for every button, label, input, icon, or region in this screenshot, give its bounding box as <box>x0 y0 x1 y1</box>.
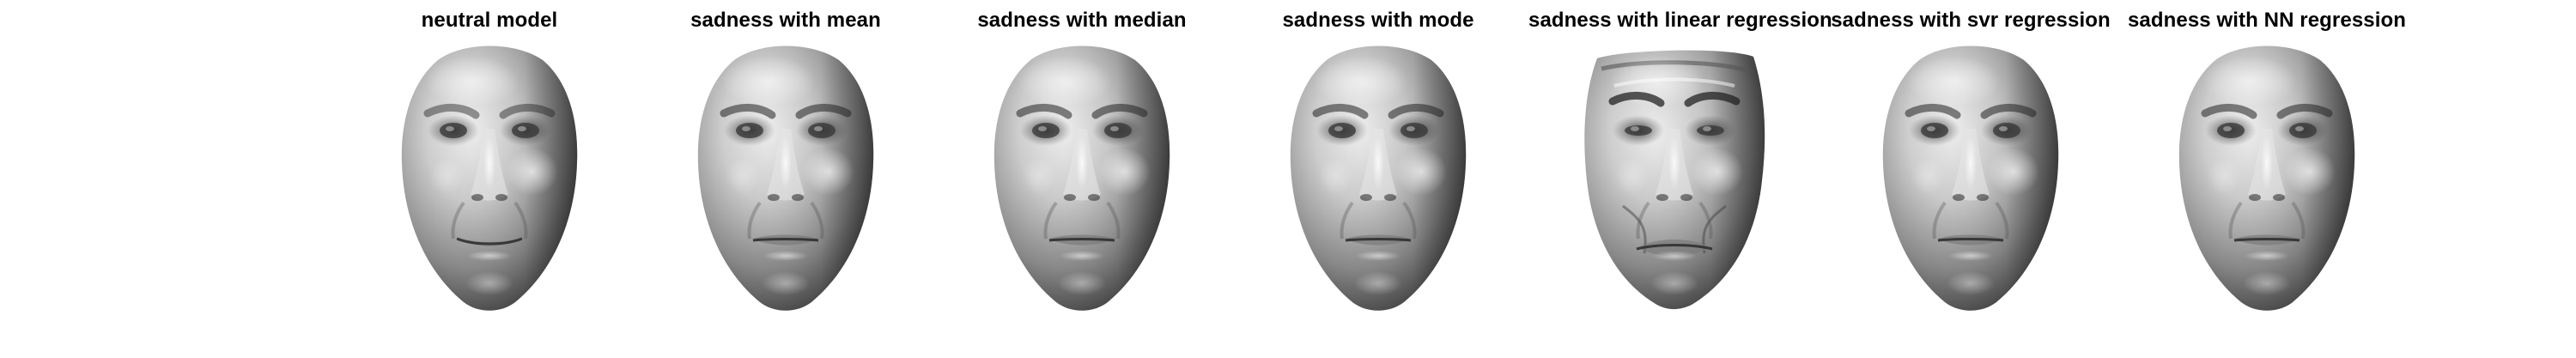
panel-title: sadness with linear regression <box>1528 9 1832 32</box>
face-render-neutral <box>378 34 601 318</box>
face-panel: sadness with NN regression <box>2121 0 2413 358</box>
face-render-mild <box>1267 34 1490 318</box>
face-panel: sadness with svr regression <box>1825 0 2117 358</box>
panel-title: neutral model <box>421 9 558 32</box>
face-panel: sadness with mean <box>640 0 932 358</box>
face-panel: sadness with linear regression <box>1528 0 1832 358</box>
face-render-mild <box>1859 34 2082 318</box>
panel-title: sadness with NN regression <box>2127 9 2407 32</box>
face-panel: sadness with mode <box>1232 0 1524 358</box>
panel-title: sadness with mode <box>1282 9 1474 32</box>
face-render-mild <box>674 34 897 318</box>
face-render-mild <box>970 34 1194 318</box>
panel-title: sadness with median <box>977 9 1187 32</box>
face-panel: neutral model <box>343 0 635 358</box>
panel-title: sadness with mean <box>690 9 881 32</box>
face-panel: sadness with median <box>936 0 1228 358</box>
face-render-mild <box>2155 34 2379 318</box>
panel-title: sadness with svr regression <box>1831 9 2111 32</box>
face-render-distorted <box>1563 34 1786 318</box>
